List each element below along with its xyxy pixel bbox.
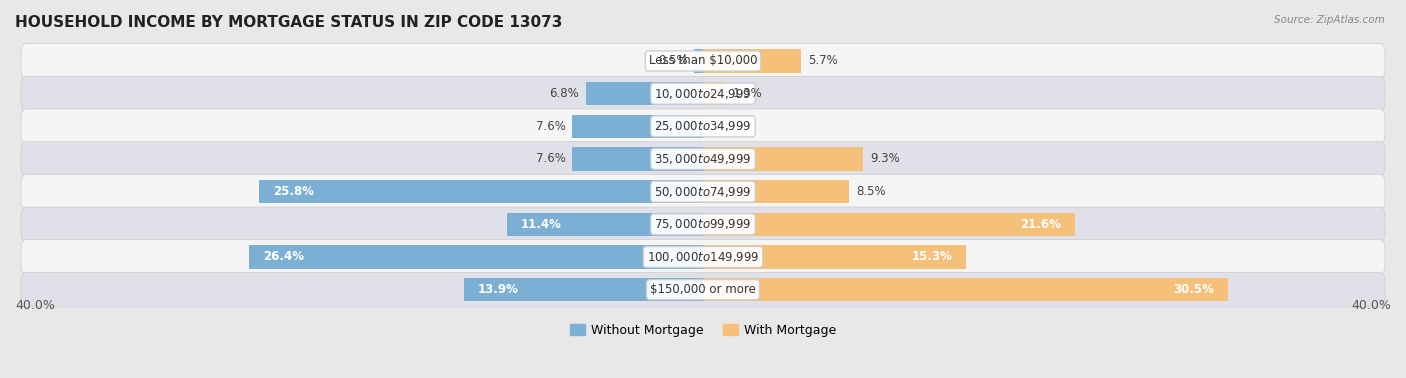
Text: 6.8%: 6.8% <box>550 87 579 100</box>
FancyBboxPatch shape <box>21 272 1385 307</box>
Text: 40.0%: 40.0% <box>15 299 55 312</box>
Text: $10,000 to $24,999: $10,000 to $24,999 <box>654 87 752 101</box>
Bar <box>703 245 966 269</box>
FancyBboxPatch shape <box>21 44 1385 78</box>
Text: 40.0%: 40.0% <box>1351 299 1391 312</box>
FancyBboxPatch shape <box>21 76 1385 111</box>
Text: 26.4%: 26.4% <box>263 251 304 263</box>
FancyBboxPatch shape <box>21 240 1385 274</box>
Bar <box>703 212 1074 236</box>
Bar <box>586 82 703 105</box>
Text: 7.6%: 7.6% <box>536 120 565 133</box>
Text: $100,000 to $149,999: $100,000 to $149,999 <box>647 250 759 264</box>
Text: 0.5%: 0.5% <box>658 54 688 68</box>
Text: 21.6%: 21.6% <box>1019 218 1060 231</box>
Bar <box>508 212 703 236</box>
Bar <box>703 180 849 203</box>
Text: 5.7%: 5.7% <box>808 54 838 68</box>
Text: $25,000 to $34,999: $25,000 to $34,999 <box>654 119 752 133</box>
Text: 25.8%: 25.8% <box>273 185 314 198</box>
Text: $35,000 to $49,999: $35,000 to $49,999 <box>654 152 752 166</box>
Bar <box>703 147 863 171</box>
Bar <box>572 115 703 138</box>
Text: 15.3%: 15.3% <box>911 251 952 263</box>
FancyBboxPatch shape <box>21 207 1385 242</box>
Bar <box>572 147 703 171</box>
Text: HOUSEHOLD INCOME BY MORTGAGE STATUS IN ZIP CODE 13073: HOUSEHOLD INCOME BY MORTGAGE STATUS IN Z… <box>15 15 562 30</box>
Bar <box>703 278 1227 301</box>
Text: $75,000 to $99,999: $75,000 to $99,999 <box>654 217 752 231</box>
Bar <box>464 278 703 301</box>
Text: 13.9%: 13.9% <box>478 283 519 296</box>
Text: 1.3%: 1.3% <box>733 87 762 100</box>
Text: Source: ZipAtlas.com: Source: ZipAtlas.com <box>1274 15 1385 25</box>
FancyBboxPatch shape <box>21 109 1385 144</box>
Text: 8.5%: 8.5% <box>856 185 886 198</box>
Bar <box>695 49 703 73</box>
Text: Less than $10,000: Less than $10,000 <box>648 54 758 68</box>
Text: 7.6%: 7.6% <box>536 152 565 166</box>
Text: 11.4%: 11.4% <box>520 218 561 231</box>
Text: 30.5%: 30.5% <box>1173 283 1213 296</box>
Bar <box>249 245 703 269</box>
Bar <box>703 82 725 105</box>
FancyBboxPatch shape <box>21 174 1385 209</box>
Bar <box>259 180 703 203</box>
Legend: Without Mortgage, With Mortgage: Without Mortgage, With Mortgage <box>565 319 841 342</box>
FancyBboxPatch shape <box>21 142 1385 176</box>
Text: 9.3%: 9.3% <box>870 152 900 166</box>
Text: $150,000 or more: $150,000 or more <box>650 283 756 296</box>
Text: $50,000 to $74,999: $50,000 to $74,999 <box>654 184 752 199</box>
Bar <box>703 49 801 73</box>
